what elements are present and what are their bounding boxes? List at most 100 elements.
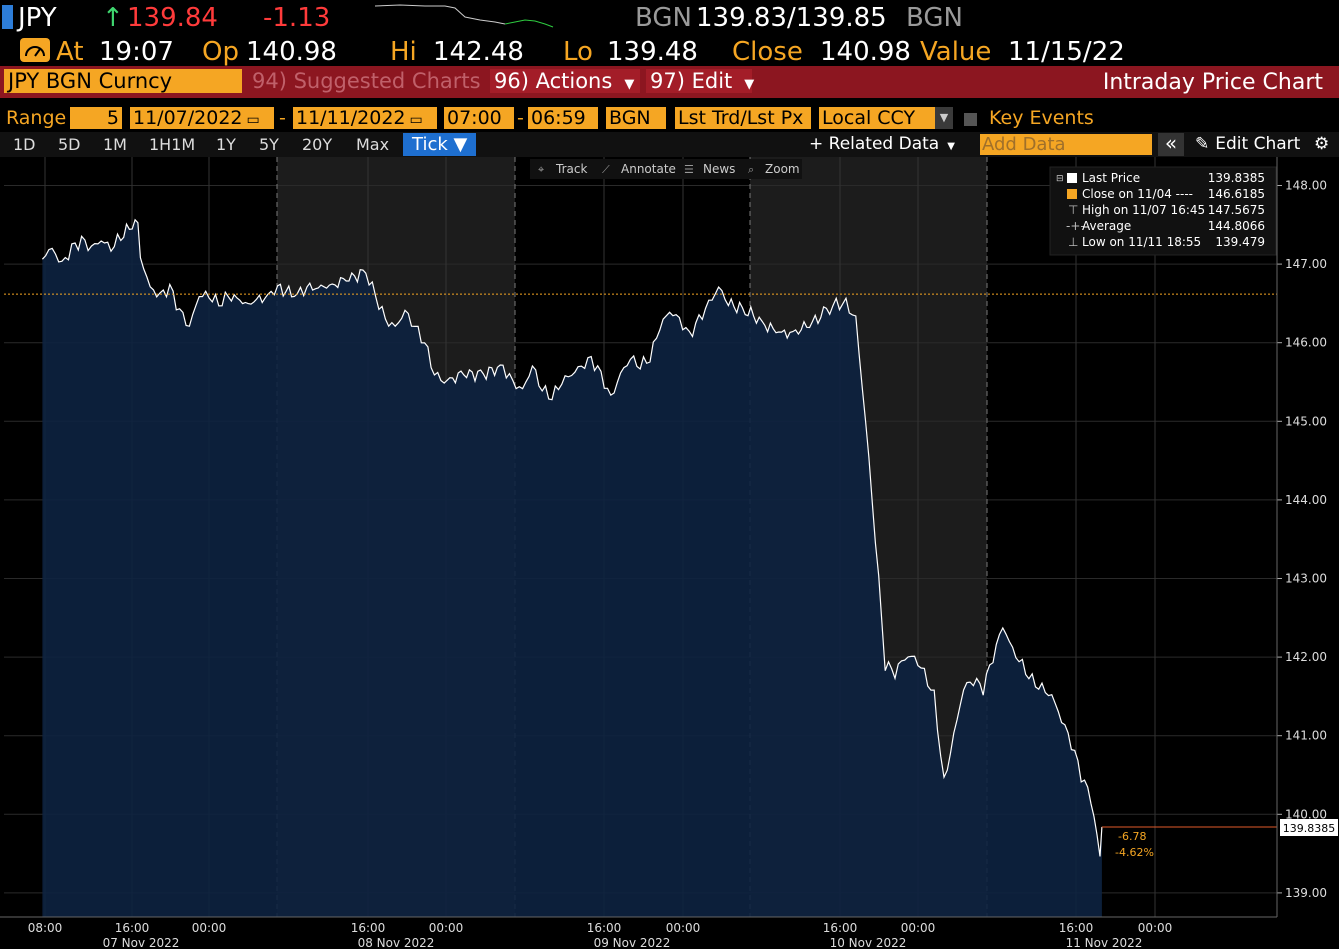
edit-chart-label: Edit Chart: [1215, 134, 1301, 154]
close-value: 140.98: [820, 37, 911, 67]
actions-menu[interactable]: 96) Actions ▼: [490, 69, 640, 93]
y-tick-label: 142.00: [1285, 650, 1327, 664]
key-events-label: Key Events: [989, 107, 1094, 129]
tab-tick[interactable]: Tick ▼: [403, 133, 477, 156]
gauge-icon: [20, 38, 50, 62]
security-color-marker: [2, 5, 13, 29]
x-tick-label: 00:00: [666, 921, 701, 935]
low-label: Lo: [563, 37, 593, 67]
legend-last-label: Last Price: [1082, 171, 1140, 185]
bid-ask-source-right: BGN: [906, 3, 963, 33]
x-tick-label: 00:00: [429, 921, 464, 935]
legend-low-label: Low on 11/11 18:55: [1082, 235, 1201, 249]
legend-close-label: Close on 11/04 ----: [1082, 187, 1193, 201]
legend-average-label: Average: [1082, 219, 1131, 233]
price-field-select[interactable]: Lst Trd/Lst Px: [675, 107, 811, 129]
tab-5d[interactable]: 5D: [58, 135, 81, 154]
legend-high-label: High on 11/07 16:45: [1082, 203, 1205, 217]
start-date-input[interactable]: 11/07/2022 ▭: [130, 107, 274, 129]
calendar-icon[interactable]: ▭: [409, 112, 423, 128]
y-tick-label: 145.00: [1285, 414, 1327, 428]
related-data-menu[interactable]: + Related Data ▼: [800, 133, 968, 156]
y-axis: 148.00 147.00 146.00 145.00 144.00 143.00 142.…: [1276, 157, 1327, 917]
zoom-label: Zoom: [765, 162, 800, 176]
zoom-tool[interactable]: ⌕ Zoom: [748, 162, 800, 176]
calendar-icon[interactable]: ▭: [246, 112, 260, 128]
annotate-tool[interactable]: ⟋ Annotate: [602, 162, 676, 176]
related-data-label: + Related Data: [809, 134, 940, 154]
y-tick-label: 140.00: [1285, 807, 1327, 821]
x-axis: 08:00 16:00 00:00 16:00 00:00 16:00 00:00 16:00…: [0, 916, 1277, 949]
chevron-down-icon: ▼: [744, 77, 755, 92]
change-abs-label: -6.78: [1118, 830, 1146, 843]
chevron-down-icon: ▼: [624, 77, 635, 92]
change-pct-label: -4.62%: [1115, 846, 1154, 859]
range-label: Range: [6, 107, 67, 129]
crosshair-icon: ⌖: [538, 163, 544, 176]
tab-1h1m[interactable]: 1H1M: [149, 135, 196, 154]
tab-5y[interactable]: 5Y: [259, 135, 279, 154]
high-marker-icon: ⊤: [1068, 203, 1078, 217]
news-tool[interactable]: ☰ News: [684, 162, 735, 176]
x-date-label: 07 Nov 2022: [103, 936, 180, 949]
low-marker-icon: ⊥: [1068, 235, 1078, 249]
y-tick-label: 139.00: [1285, 886, 1327, 900]
chevron-down-icon: ▼: [947, 141, 955, 152]
pencil-icon: ✎: [1195, 134, 1210, 154]
price-area: [42, 219, 1102, 918]
currency-dropdown-icon[interactable]: ▼: [935, 107, 953, 129]
end-time-input[interactable]: 06:59: [528, 107, 598, 129]
last-price-tag-text: 139.8385: [1283, 822, 1336, 835]
quote-stats: At 19:07 Op 140.98 Hi 142.48 Lo 139.48 C…: [0, 34, 1339, 66]
security-field[interactable]: JPY BGN Curncy: [4, 69, 242, 93]
time-separator: -: [517, 107, 524, 129]
tab-max[interactable]: Max: [356, 135, 390, 154]
x-tick-label: 16:00: [823, 921, 858, 935]
key-events-checkbox[interactable]: [964, 113, 977, 126]
pricing-source-input[interactable]: BGN: [606, 107, 666, 129]
last-price-swatch: [1067, 173, 1077, 183]
collapse-icon[interactable]: «: [1158, 133, 1184, 156]
gear-icon[interactable]: ⚙: [1314, 134, 1330, 154]
end-date-input[interactable]: 11/11/2022 ▭: [293, 107, 437, 129]
quote-header: JPY ↑ 139.84 -1.13 BGN 139.83/139.85 BGN: [0, 0, 1339, 34]
add-data-input[interactable]: Add Data: [980, 134, 1152, 155]
edit-chart-button[interactable]: ✎ Edit Chart: [1186, 133, 1309, 156]
sparkline: [375, 4, 554, 28]
quote-time: 19:07: [99, 37, 174, 67]
tab-1m[interactable]: 1M: [103, 135, 127, 154]
bid-ask-source: BGN: [635, 3, 692, 33]
x-tick-label: 16:00: [587, 921, 622, 935]
zoom-icon: ⌕: [748, 163, 754, 176]
value-date: 11/15/22: [1008, 37, 1125, 67]
tab-1y[interactable]: 1Y: [216, 135, 236, 154]
track-label: Track: [555, 162, 587, 176]
edit-menu[interactable]: 97) Edit ▼: [646, 69, 755, 93]
x-date-label: 11 Nov 2022: [1066, 936, 1143, 949]
x-date-label: 08 Nov 2022: [358, 936, 435, 949]
close-swatch: [1067, 189, 1077, 199]
start-date-value: 11/07/2022: [133, 107, 243, 129]
page-title: Intraday Price Chart: [1102, 70, 1323, 95]
annotate-icon: ⟋: [602, 163, 610, 176]
collapse-legend-icon: ⊟: [1056, 174, 1064, 184]
legend-last-value: 139.8385: [1208, 171, 1265, 185]
ticker: JPY: [18, 3, 57, 33]
tab-1d[interactable]: 1D: [13, 135, 36, 154]
track-tool[interactable]: ⌖ Track: [538, 162, 587, 176]
range-days-input[interactable]: 5: [70, 107, 122, 129]
price-chart[interactable]: 148.00 147.00 146.00 145.00 144.00 143.00 142.…: [0, 157, 1339, 949]
legend-high-value: 147.5675: [1208, 203, 1265, 217]
legend-close-value: 146.6185: [1208, 187, 1265, 201]
open-label: Op: [202, 37, 239, 67]
legend-low-value: 139.479: [1215, 235, 1265, 249]
price-line: [41, 218, 1103, 857]
start-time-input[interactable]: 07:00: [444, 107, 514, 129]
high-label: Hi: [390, 37, 417, 67]
x-tick-label: 16:00: [1059, 921, 1094, 935]
tab-20y[interactable]: 20Y: [302, 135, 333, 154]
news-label: News: [703, 162, 735, 176]
currency-select[interactable]: Local CCY: [819, 107, 935, 129]
suggested-charts-menu[interactable]: 94) Suggested Charts: [252, 69, 481, 93]
date-separator: -: [279, 107, 286, 129]
